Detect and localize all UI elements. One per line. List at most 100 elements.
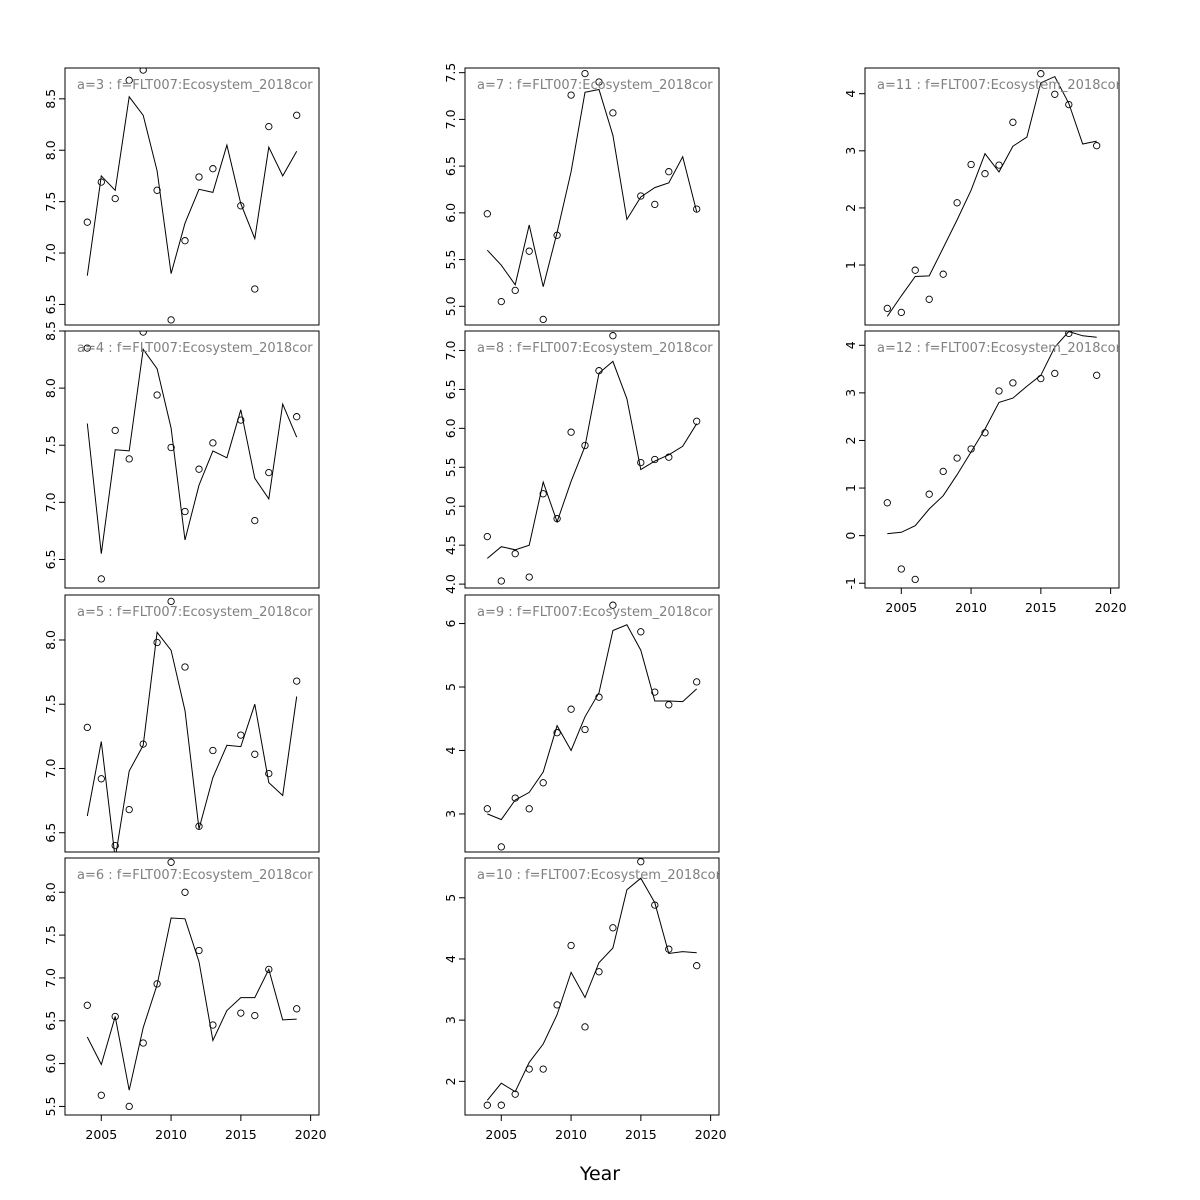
data-point: [181, 663, 189, 671]
panel-frame: [64, 330, 320, 589]
data-point: [539, 779, 547, 787]
data-point: [83, 218, 91, 226]
plot-area: a=9 : f=FLT007:Ecosystem_2018cor: [477, 601, 713, 851]
data-point: [1009, 379, 1017, 387]
data-point: [637, 628, 645, 636]
panel-9: -1 0 1 2 3 4 2005 2010 2015 2020 a=12 : f=FLT007:E…: [843, 330, 1127, 615]
data-point: [167, 443, 175, 452]
data-point: [1051, 369, 1059, 378]
data-point: [525, 805, 533, 813]
data-point: [153, 186, 161, 194]
data-point: [139, 331, 147, 336]
y-tick-label: 2: [443, 1077, 458, 1085]
panel-title: a=10 : f=FLT007:Ecosystem_2018cor: [477, 868, 722, 883]
data-point: [651, 200, 659, 209]
panel-frame: [64, 594, 320, 853]
data-point: [483, 1101, 491, 1109]
y-tick-label: 8.0: [43, 378, 58, 398]
data-point: [925, 295, 933, 303]
y-tick-label: 6: [443, 620, 458, 628]
data-point: [953, 454, 961, 462]
data-point: [567, 428, 575, 436]
data-point: [567, 91, 575, 99]
y-tick-label: 7.0: [43, 968, 58, 988]
y-tick-label: 6.5: [43, 1011, 58, 1031]
data-point: [967, 160, 975, 169]
data-point: [125, 76, 133, 84]
data-point: [293, 111, 301, 119]
y-tick-label: 5.5: [443, 457, 458, 477]
y-tick-label: 3: [843, 389, 858, 397]
panel-title: a=6 : f=FLT007:Ecosystem_2018cor: [77, 868, 313, 883]
data-point: [525, 573, 533, 581]
data-point: [897, 308, 905, 317]
panel-title: a=3 : f=FLT007:Ecosystem_2018cor: [77, 78, 313, 93]
y-tick-label: 7.5: [443, 63, 458, 83]
data-point: [97, 1091, 105, 1099]
x-tick-label: 2010: [155, 1127, 187, 1142]
y-tick-label: 5: [443, 894, 458, 902]
fitted-line: [887, 331, 1097, 535]
data-point: [911, 266, 919, 274]
data-point: [139, 740, 147, 748]
y-tick-label: 0: [843, 532, 858, 540]
data-point: [609, 109, 617, 117]
data-point: [553, 729, 561, 737]
data-point: [609, 601, 617, 609]
fitted-line: [486, 877, 697, 1101]
x-tick-label: 2005: [885, 600, 917, 615]
y-tick-label: 7.0: [43, 492, 58, 512]
data-point: [251, 285, 259, 293]
data-point: [925, 490, 933, 498]
data-point: [539, 490, 547, 498]
data-point: [125, 455, 133, 463]
data-point: [665, 168, 673, 176]
y-tick-label: 3: [443, 1016, 458, 1024]
data-point: [209, 165, 217, 173]
y-tick-label: 1: [843, 261, 858, 269]
data-point: [525, 247, 533, 255]
data-point: [581, 69, 589, 78]
data-point: [539, 1065, 547, 1073]
data-point: [581, 1023, 589, 1031]
y-tick-label: 7.5: [43, 435, 58, 455]
data-point: [995, 387, 1003, 395]
panel-8: 1 2 3 4 a=11 : f=FLT007:Ecosystem_2018cor: [843, 67, 1120, 326]
fitted-line: [86, 347, 298, 554]
data-point: [111, 1012, 119, 1021]
x-axis-label: Year: [579, 1163, 620, 1185]
y-tick-label: 6.5: [443, 379, 458, 399]
data-point: [111, 841, 119, 850]
x-tick-label: 2015: [225, 1127, 257, 1142]
data-point: [251, 750, 259, 758]
data-point: [195, 173, 203, 181]
data-point: [167, 597, 175, 606]
plot-area: a=7 : f=FLT007:Ecosystem_2018cor: [477, 69, 713, 324]
data-point: [609, 332, 617, 340]
data-point: [637, 192, 645, 200]
y-tick-label: 8.0: [43, 882, 58, 902]
panel-frame: [464, 857, 720, 1116]
data-point: [567, 941, 575, 950]
y-tick-label: 5.0: [443, 296, 458, 316]
plot-area: a=6 : f=FLT007:Ecosystem_2018cor: [77, 858, 313, 1111]
x-tick-label: 2010: [955, 600, 987, 615]
panel-4: 5.0 5.5 6.0 6.5 7.0 7.5 a=7 : f=FLT007:Ecosyst…: [443, 63, 720, 326]
data-point: [665, 453, 673, 461]
y-tick-label: 6.0: [443, 418, 458, 438]
data-point: [939, 467, 947, 476]
y-tick-label: 8.5: [43, 89, 58, 109]
y-tick-label: 7.5: [43, 694, 58, 714]
data-point: [1093, 142, 1101, 150]
plot-area: a=4 : f=FLT007:Ecosystem_2018cor: [77, 331, 313, 583]
data-point: [167, 316, 175, 324]
data-point: [1093, 371, 1101, 379]
y-tick-label: 5: [443, 683, 458, 691]
data-point: [511, 550, 519, 558]
data-point: [111, 426, 119, 435]
data-point: [511, 286, 519, 295]
y-tick-label: 7.5: [43, 925, 58, 945]
fitted-line: [86, 917, 297, 1091]
fitted-line: [486, 360, 698, 559]
